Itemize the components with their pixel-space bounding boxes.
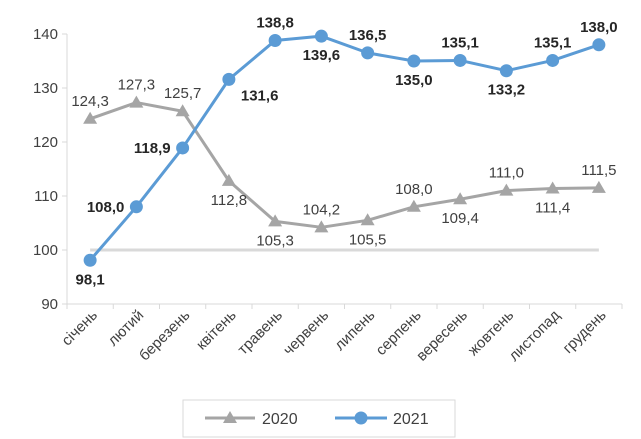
x-tick-label: вересень <box>413 307 471 365</box>
series-2020-point <box>83 111 98 124</box>
data-label-2020: 105,5 <box>349 231 387 248</box>
series-2021-point <box>268 33 282 47</box>
data-label-2020: 112,8 <box>211 192 247 209</box>
series-2021-point <box>499 64 513 78</box>
data-label-2021: 135,1 <box>441 34 479 51</box>
y-tick-label: 110 <box>34 188 58 205</box>
data-label-2020: 127,3 <box>118 77 156 94</box>
x-tick-label: листопад <box>506 307 564 365</box>
series-2021-point <box>592 38 606 52</box>
data-label-2021: 133,2 <box>488 82 526 99</box>
data-label-2021: 108,0 <box>87 199 125 216</box>
x-tick-label: грудень <box>560 307 610 357</box>
data-label-2021: 135,0 <box>395 72 433 89</box>
series-2021-point <box>453 53 467 67</box>
series-2020-point <box>360 213 375 226</box>
data-label-2020: 124,3 <box>71 93 109 110</box>
series-2020-point <box>129 95 144 108</box>
series-2020-point <box>453 192 468 205</box>
y-tick-label: 140 <box>33 26 58 43</box>
series-2021-point <box>407 54 421 68</box>
data-label-2021: 136,5 <box>349 27 387 44</box>
y-tick-label: 130 <box>33 80 58 97</box>
series-2020-point <box>499 183 514 196</box>
data-label-2020: 111,0 <box>489 165 524 182</box>
data-label-2020: 109,4 <box>441 210 479 227</box>
series-2021-point <box>546 53 560 67</box>
series-2020-point <box>545 181 560 194</box>
series-2021-point <box>361 46 375 60</box>
series-2020-point <box>406 199 421 212</box>
series-2021-point <box>83 253 97 267</box>
series-2020-point <box>314 220 329 233</box>
data-label-2021: 139,6 <box>303 47 341 64</box>
x-tick-label: лютий <box>105 307 148 350</box>
data-label-2021: 118,9 <box>134 140 171 157</box>
data-label-2021: 98,1 <box>76 271 105 288</box>
legend-2021-marker <box>354 411 368 425</box>
data-label-2021: 135,1 <box>534 34 572 51</box>
data-label-2021: 138,0 <box>580 19 618 36</box>
series-2020-point <box>591 180 606 193</box>
data-label-2020: 111,5 <box>581 162 616 179</box>
series-2021-line <box>88 34 600 262</box>
data-label-2021: 138,8 <box>256 14 294 31</box>
x-tick-label: квітень <box>193 307 240 354</box>
x-tick-label: січень <box>58 307 101 350</box>
series-2020-point <box>221 173 236 186</box>
series-2020-point <box>268 214 283 227</box>
series-2021-point <box>314 29 328 43</box>
data-label-2020: 104,2 <box>303 201 341 218</box>
series-2020-point <box>175 104 190 117</box>
x-tick-label: травень <box>234 307 286 359</box>
series-2021-point <box>176 141 190 155</box>
data-label-2021: 131,6 <box>241 87 279 104</box>
data-label-2020: 125,7 <box>164 85 202 102</box>
legend-2020-marker <box>223 411 237 423</box>
y-tick-label: 100 <box>33 242 58 259</box>
x-tick-label: червень <box>280 307 332 359</box>
y-tick-label: 120 <box>33 134 58 151</box>
series-2021-point <box>222 72 236 86</box>
legend-2020-label: 2020 <box>262 411 298 428</box>
series-2020-line <box>89 101 599 229</box>
x-tick-label: березень <box>136 307 194 365</box>
legend-2021-label: 2021 <box>393 411 429 428</box>
data-label-2020: 108,0 <box>395 181 433 198</box>
series-2021-point <box>129 200 143 214</box>
data-label-2020: 111,4 <box>535 199 570 216</box>
y-tick-label: 90 <box>41 296 58 313</box>
data-label-2020: 105,3 <box>256 232 294 249</box>
